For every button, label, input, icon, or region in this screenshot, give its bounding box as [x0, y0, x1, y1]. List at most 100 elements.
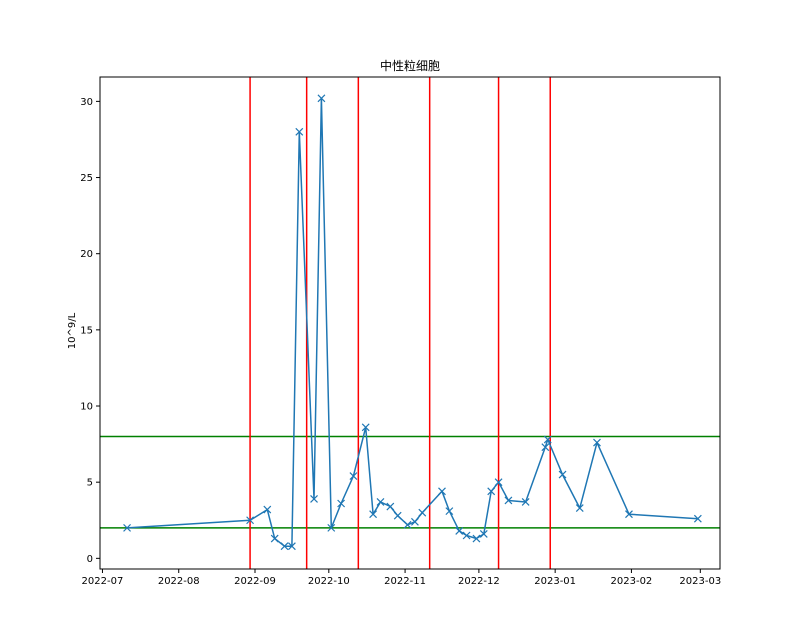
data-point-stroke	[487, 487, 496, 496]
data-point-stroke	[369, 510, 378, 519]
data-point-stroke	[504, 496, 513, 505]
data-point-stroke	[543, 435, 552, 444]
data-point-stroke	[410, 517, 419, 526]
data-point	[438, 487, 446, 496]
data-point-stroke	[317, 94, 326, 103]
data-point-stroke	[693, 514, 702, 523]
data-point	[280, 542, 289, 551]
data-point	[472, 534, 481, 543]
x-tick-label: 2023-01	[534, 576, 576, 587]
y-tick-label: 5	[87, 478, 93, 489]
reference-lines-vertical	[249, 77, 551, 569]
data-point-stroke	[393, 511, 402, 520]
plot-frame	[99, 76, 721, 570]
data-point	[349, 472, 358, 481]
data-point-stroke	[558, 470, 567, 479]
y-tick-label: 0	[87, 554, 93, 565]
x-tick-label: 2023-03	[679, 576, 721, 587]
data-point-stroke	[438, 487, 446, 496]
x-tick-label: 2022-08	[158, 576, 200, 587]
data-point	[462, 531, 471, 540]
data-point-stroke	[445, 507, 454, 516]
data-point-stroke	[270, 534, 279, 543]
data-point	[246, 516, 255, 525]
data-point	[593, 438, 601, 447]
data-point	[543, 435, 552, 444]
data-point	[504, 496, 513, 505]
data-point-stroke	[418, 508, 427, 517]
y-tick-label: 10	[80, 402, 93, 413]
data-point	[376, 498, 385, 506]
data-point-stroke	[386, 502, 395, 511]
data-point-stroke	[280, 542, 289, 551]
data-point-stroke	[376, 498, 385, 506]
data-point-stroke	[593, 438, 601, 447]
data-point	[369, 510, 378, 519]
data-point	[693, 514, 702, 523]
reference-lines-horizontal	[100, 435, 720, 529]
x-tick-label: 2023-02	[611, 576, 653, 587]
data-point-stroke	[295, 127, 304, 136]
data-point-stroke	[403, 520, 412, 529]
data-point	[487, 487, 496, 496]
data-point	[361, 423, 370, 432]
x-tick-label: 2022-11	[384, 576, 426, 587]
y-axis-title: 10^9/L	[67, 312, 78, 349]
data-point	[317, 94, 326, 103]
data-point-stroke	[479, 530, 488, 538]
data-point	[625, 510, 633, 519]
data-point	[270, 534, 279, 543]
data-point	[295, 127, 304, 136]
x-tick-label: 2022-10	[308, 576, 350, 587]
data-point-stroke	[361, 423, 370, 432]
data-point	[310, 495, 318, 503]
series-layer	[123, 94, 702, 551]
data-point	[541, 443, 550, 452]
data-point-stroke	[541, 443, 550, 452]
data-point-stroke	[462, 531, 471, 540]
data-point	[479, 530, 488, 538]
data-point	[455, 526, 464, 535]
x-tick-label: 2022-09	[234, 576, 276, 587]
y-tick-label: 20	[80, 249, 93, 260]
data-point-stroke	[521, 498, 530, 506]
data-point	[558, 470, 567, 479]
series-line-0	[127, 97, 698, 547]
data-point	[287, 542, 296, 551]
data-point-stroke	[123, 523, 131, 532]
data-point-stroke	[472, 534, 481, 543]
data-point-stroke	[337, 499, 346, 508]
data-point	[337, 499, 346, 508]
data-point	[521, 498, 530, 506]
y-tick-label: 25	[80, 173, 93, 184]
data-point	[445, 507, 454, 516]
data-point-stroke	[625, 510, 633, 519]
data-point-stroke	[310, 495, 318, 503]
x-tick-label: 2022-07	[82, 576, 124, 587]
data-point	[494, 478, 503, 487]
y-tick-label: 15	[80, 325, 93, 336]
data-point-stroke	[455, 526, 464, 535]
data-point	[410, 517, 419, 526]
data-point	[263, 505, 272, 514]
data-point-stroke	[349, 472, 358, 481]
data-point-stroke	[575, 504, 584, 512]
axes-layer: 2022-07 2022-08 2022-09 2022-10 2022-11 2022-…	[80, 76, 721, 587]
data-point-stroke	[263, 505, 272, 514]
data-point	[327, 523, 336, 532]
data-point	[393, 511, 402, 520]
data-point-stroke	[246, 516, 255, 525]
data-point	[418, 508, 427, 517]
chart-title: 中性粒细胞	[380, 58, 440, 73]
data-point	[575, 504, 584, 512]
data-point-stroke	[494, 478, 503, 487]
data-point	[403, 520, 412, 529]
data-point-stroke	[327, 523, 336, 532]
data-point	[386, 502, 395, 511]
data-point	[123, 523, 131, 532]
y-tick-label: 30	[80, 97, 93, 108]
x-tick-label: 2022-12	[458, 576, 500, 587]
data-point-stroke	[287, 542, 296, 551]
